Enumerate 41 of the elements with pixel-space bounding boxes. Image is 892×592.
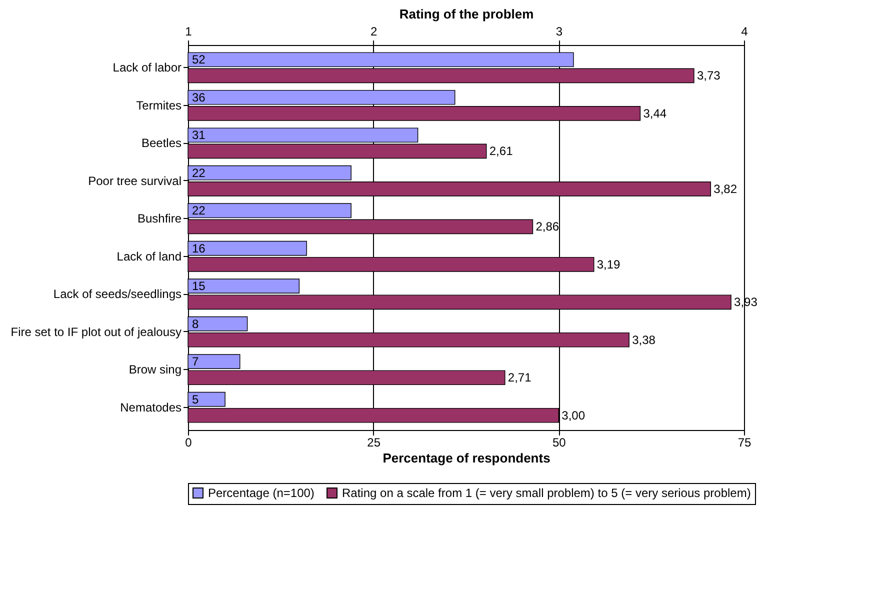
x-tick-label: 25 (367, 436, 381, 450)
x2-tick-label: 4 (741, 24, 748, 38)
x-tick-label: 75 (738, 436, 752, 450)
y-tick-label: Nematodes (120, 400, 182, 414)
y-tick-label: Lack of labor (112, 60, 182, 75)
y-tick-label: Lack of seeds/seedlings (53, 287, 182, 302)
data-label: 15 (192, 279, 206, 294)
x-axis-title: Percentage of respondents (382, 450, 550, 466)
legend-label: Percentage (n=100) (208, 486, 314, 500)
y-tick-label: Bushfire (137, 212, 182, 226)
data-label: 36 (192, 90, 206, 104)
data-label: 3,19 (596, 257, 621, 272)
y-tick-label: Lack of land (116, 249, 182, 264)
x2-tick-label: 1 (185, 24, 192, 38)
y-tick-label: Fire set to IF plot out of jealousy (10, 324, 182, 339)
data-label: 16 (192, 241, 206, 256)
data-label: 8 (192, 316, 199, 331)
data-label: 2,71 (508, 370, 532, 385)
data-label: 3,44 (643, 106, 667, 120)
data-label: 2,86 (536, 220, 560, 234)
y-tick-label: Beetles (141, 136, 182, 150)
data-label: 31 (192, 128, 206, 142)
data-label: 3,38 (632, 332, 656, 347)
y-tick-label: Poor tree survival (88, 174, 182, 188)
y-tick-label: Brow sing (128, 362, 182, 377)
data-label: 22 (192, 204, 206, 218)
x2-axis-title: Rating of the problem (399, 6, 534, 22)
data-label: 5 (192, 392, 199, 406)
x-tick-label: 50 (552, 436, 566, 450)
data-label: 3,73 (696, 68, 721, 83)
data-label: 3,00 (562, 408, 586, 422)
data-label: 22 (192, 166, 206, 180)
y-tick-label: Termites (136, 98, 182, 112)
data-label: 52 (192, 52, 206, 67)
x2-tick-label: 3 (556, 24, 563, 38)
x-tick-label: 0 (185, 436, 192, 450)
data-label: 3,82 (714, 182, 738, 196)
data-label: 7 (192, 354, 199, 369)
x2-tick-label: 2 (370, 24, 378, 38)
legend-label: Rating on a scale from 1 (= very small problem) to 5 (= very serious problem) (342, 486, 751, 500)
data-label: 2,61 (489, 144, 514, 158)
